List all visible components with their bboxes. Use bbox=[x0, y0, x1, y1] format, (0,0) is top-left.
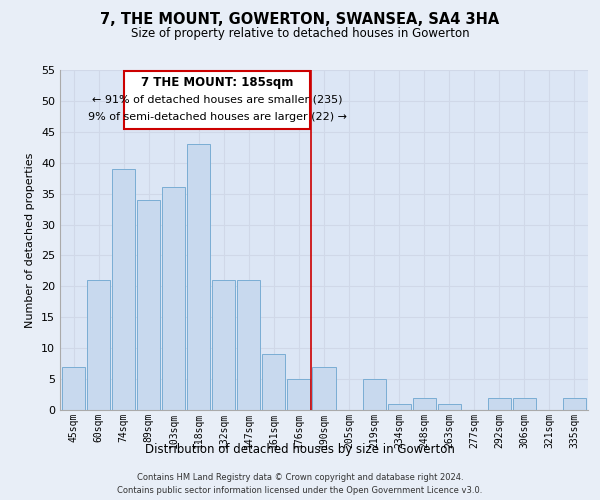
Bar bbox=[137, 200, 160, 410]
Bar bbox=[187, 144, 211, 410]
Bar bbox=[388, 404, 410, 410]
Bar bbox=[262, 354, 286, 410]
Text: 9% of semi-detached houses are larger (22) →: 9% of semi-detached houses are larger (2… bbox=[88, 112, 347, 122]
Bar bbox=[362, 379, 386, 410]
Bar bbox=[238, 280, 260, 410]
Bar bbox=[437, 404, 461, 410]
Bar bbox=[62, 366, 85, 410]
Text: Contains HM Land Registry data © Crown copyright and database right 2024.: Contains HM Land Registry data © Crown c… bbox=[137, 472, 463, 482]
Bar bbox=[287, 379, 310, 410]
Bar bbox=[488, 398, 511, 410]
Bar bbox=[212, 280, 235, 410]
Bar bbox=[87, 280, 110, 410]
FancyBboxPatch shape bbox=[124, 71, 310, 128]
Text: Contains public sector information licensed under the Open Government Licence v3: Contains public sector information licen… bbox=[118, 486, 482, 495]
Text: ← 91% of detached houses are smaller (235): ← 91% of detached houses are smaller (23… bbox=[92, 94, 342, 104]
Text: Size of property relative to detached houses in Gowerton: Size of property relative to detached ho… bbox=[131, 28, 469, 40]
Bar bbox=[313, 366, 335, 410]
Text: 7 THE MOUNT: 185sqm: 7 THE MOUNT: 185sqm bbox=[141, 76, 293, 89]
Bar bbox=[563, 398, 586, 410]
Bar bbox=[512, 398, 536, 410]
Y-axis label: Number of detached properties: Number of detached properties bbox=[25, 152, 35, 328]
Text: Distribution of detached houses by size in Gowerton: Distribution of detached houses by size … bbox=[145, 442, 455, 456]
Text: 7, THE MOUNT, GOWERTON, SWANSEA, SA4 3HA: 7, THE MOUNT, GOWERTON, SWANSEA, SA4 3HA bbox=[100, 12, 500, 28]
Bar bbox=[413, 398, 436, 410]
Bar bbox=[112, 169, 136, 410]
Bar bbox=[163, 188, 185, 410]
